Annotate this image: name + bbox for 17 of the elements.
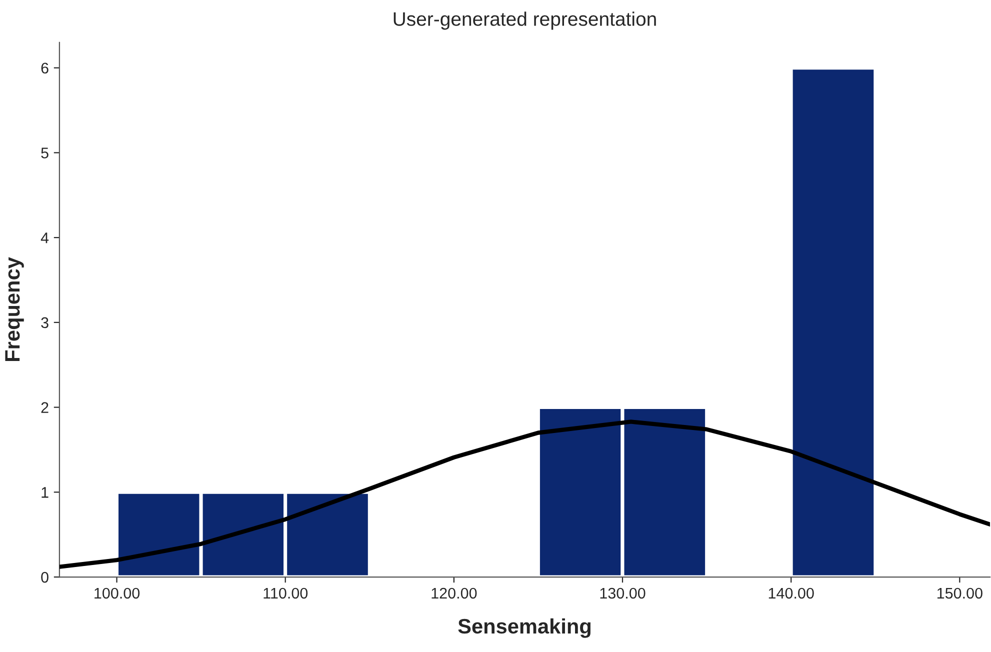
x-tick-label: 120.00 (432, 588, 477, 599)
y-tick-label: 1 (42, 487, 48, 498)
x-tick-label: 140.00 (768, 588, 814, 599)
y-tick-label: 0 (41, 572, 48, 583)
x-axis-title: Sensemaking (458, 618, 591, 638)
y-tick-label: 3 (41, 317, 48, 328)
x-tick-label: 150.00 (937, 588, 982, 599)
y-axis-title: Frequency (5, 257, 24, 361)
x-tick-label: 110.00 (264, 588, 308, 599)
y-tick-label: 6 (41, 62, 48, 74)
x-tick-label: 130.00 (600, 588, 646, 599)
y-tick-label: 5 (41, 148, 48, 158)
chart-title: User-generated representation (394, 12, 656, 30)
line-series (59, 420, 990, 569)
y-tick-label: 4 (40, 232, 49, 244)
y-tick-label: 2 (41, 402, 48, 413)
x-tick-label: 100.00 (94, 588, 140, 599)
